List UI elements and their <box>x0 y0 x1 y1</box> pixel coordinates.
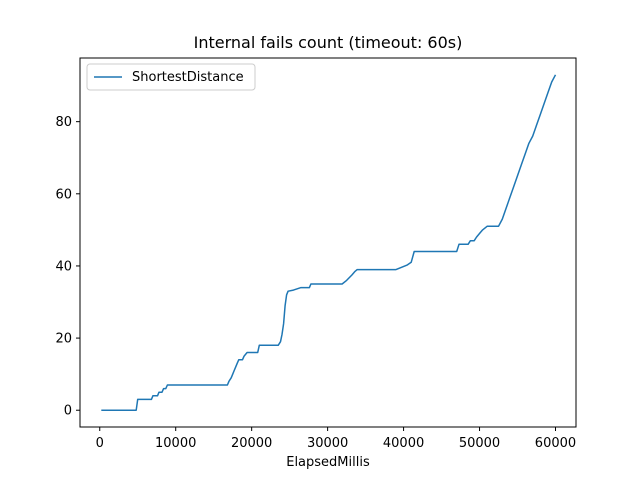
x-tick-label: 50000 <box>459 436 500 451</box>
plot-area <box>101 74 557 411</box>
y-tick-label: 0 <box>64 404 72 419</box>
legend: ShortestDistance <box>86 63 256 91</box>
x-tick-label: 20000 <box>231 436 272 451</box>
x-axis-label: ElapsedMillis <box>286 455 370 470</box>
y-axis-ticks: 0 20 40 60 80 <box>55 115 80 419</box>
y-tick-label: 40 <box>55 259 72 274</box>
x-tick-label: 30000 <box>307 436 348 451</box>
y-tick-label: 60 <box>55 187 72 202</box>
legend-entry-shortest-distance: ShortestDistance <box>132 70 244 85</box>
x-tick-label: 10000 <box>155 436 196 451</box>
x-tick-label: 0 <box>96 436 104 451</box>
y-tick-label: 80 <box>55 115 72 130</box>
x-axis-ticks: 0 10000 20000 30000 40000 50000 60000 <box>96 427 576 451</box>
legend-box <box>86 63 256 91</box>
y-tick-label: 20 <box>55 332 72 347</box>
x-tick-label: 60000 <box>535 436 576 451</box>
x-tick-label: 40000 <box>383 436 424 451</box>
chart-title: Internal fails count (timeout: 60s) <box>194 33 463 52</box>
series-line-shortestdistance <box>101 74 557 411</box>
plot-frame <box>79 57 577 428</box>
